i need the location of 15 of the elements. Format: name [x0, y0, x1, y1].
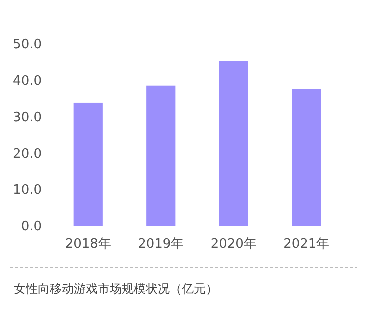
y-tick-label: 50.0 [13, 38, 42, 53]
y-tick-label: 0.0 [21, 220, 42, 235]
y-tick-label: 10.0 [13, 183, 42, 198]
x-tick-label: 2019年 [138, 237, 184, 252]
x-tick-label: 2020年 [210, 237, 257, 252]
x-tick-label: 2018年 [65, 237, 112, 252]
bar [292, 89, 322, 226]
bar [146, 86, 176, 226]
text: 女性向移动游戏市场规模状况（亿元） [14, 282, 218, 296]
y-tick-label: 20.0 [13, 146, 42, 162]
bar [74, 102, 103, 226]
x-tick-label: 2021年 [284, 237, 330, 252]
bar [219, 61, 248, 226]
y-tick-label: 30.0 [13, 110, 42, 126]
y-tick-label: 40.0 [13, 74, 42, 89]
